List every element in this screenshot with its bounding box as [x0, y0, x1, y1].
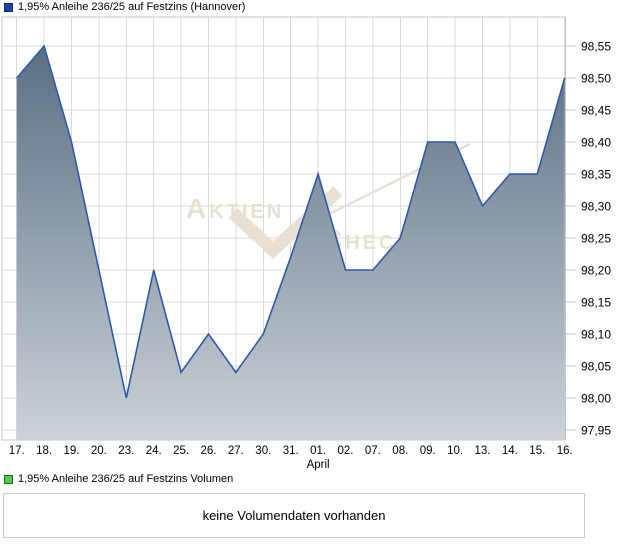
price-series-label: 1,95% Anleihe 236/25 auf Festzins (Hanno…: [18, 1, 246, 13]
y-tick-label: 98,45: [581, 104, 611, 118]
y-tick-label: 98,25: [581, 232, 611, 246]
x-tick-label: 07.: [365, 445, 381, 457]
x-tick-label: 25.: [173, 445, 189, 457]
x-tick-label: 19.: [64, 445, 80, 457]
x-tick-label: 15.: [529, 445, 545, 457]
volume-series-legend: 1,95% Anleihe 236/25 auf Festzins Volume…: [4, 474, 233, 485]
x-tick-label: 13.: [475, 445, 491, 457]
price-series-marker-icon: [4, 3, 13, 12]
y-axis-ticks: [565, 45, 576, 431]
x-tick-label: 24.: [146, 445, 162, 457]
price-line: [16, 44, 566, 399]
x-tick-label: 18.: [36, 445, 52, 457]
volume-empty-panel: keine Volumendaten vorhanden: [3, 493, 585, 538]
y-tick-label: 98,10: [581, 328, 611, 342]
volume-empty-message: keine Volumendaten vorhanden: [202, 508, 386, 523]
x-tick-label: 17.: [9, 445, 25, 457]
x-tick-label: 14.: [502, 445, 518, 457]
x-tick-label: 23.: [118, 445, 134, 457]
x-tick-label: 02.: [338, 445, 354, 457]
y-tick-label: 98,00: [581, 392, 611, 406]
y-tick-label: 98,50: [581, 72, 611, 86]
y-tick-label: 97,95: [581, 424, 611, 438]
x-tick-label: 01.: [310, 445, 326, 457]
y-tick-label: 98,35: [581, 168, 611, 182]
x-tick-label: 08.: [392, 445, 408, 457]
month-label: April: [307, 459, 330, 471]
y-tick-label: 98,30: [581, 200, 611, 214]
x-tick-label: 09.: [420, 445, 436, 457]
volume-series-marker-icon: [4, 475, 13, 484]
x-tick-label: 30.: [255, 445, 271, 457]
y-tick-label: 98,15: [581, 296, 611, 310]
x-tick-label: 31.: [283, 445, 299, 457]
x-tick-label: 10.: [447, 445, 463, 457]
x-tick-label: 16.: [557, 445, 573, 457]
y-tick-label: 98,20: [581, 264, 611, 278]
y-tick-label: 98,05: [581, 360, 611, 374]
volume-series-label: 1,95% Anleihe 236/25 auf Festzins Volume…: [18, 473, 234, 485]
x-tick-label: 26.: [201, 445, 217, 457]
y-tick-label: 98,40: [581, 136, 611, 150]
y-tick-label: 98,55: [581, 40, 611, 54]
x-tick-label: 20.: [91, 445, 107, 457]
price-chart: AktienCheck98,5598,5098,4598,4098,3598,3…: [1, 16, 611, 471]
price-series-legend: 1,95% Anleihe 236/25 auf Festzins (Hanno…: [4, 2, 245, 13]
x-tick-label: 27.: [228, 445, 244, 457]
